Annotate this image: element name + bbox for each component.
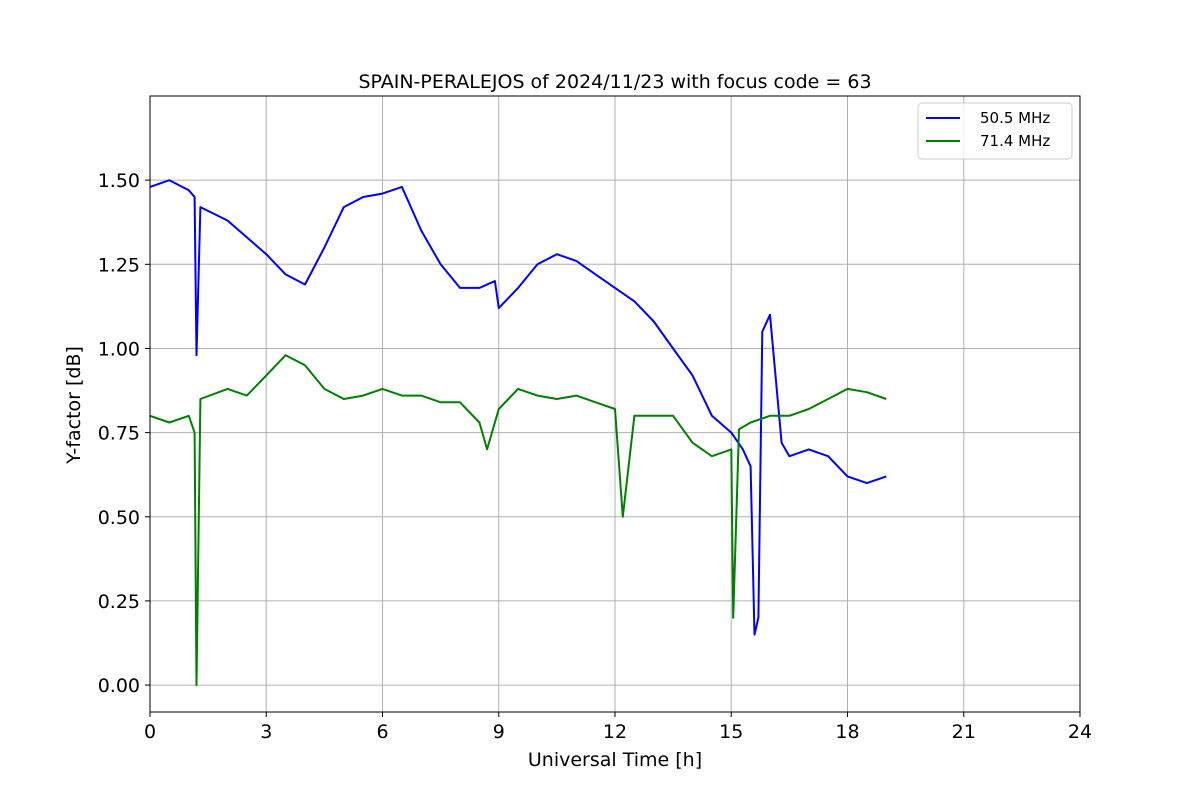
x-tick-label: 15: [719, 721, 743, 743]
y-tick-label: 1.50: [98, 170, 140, 192]
legend-label: 50.5 MHz: [980, 109, 1050, 127]
legend-label: 71.4 MHz: [980, 132, 1050, 150]
x-tick-label: 6: [376, 721, 388, 743]
grid-lines: [149, 96, 1081, 712]
series-line-0: [149, 179, 887, 636]
y-tick-label: 0.75: [98, 423, 140, 445]
x-axis-label: Universal Time [h]: [528, 749, 702, 771]
y-axis: 0.00 0.25 0.50 0.75 1.00 1.25 1.50: [98, 170, 150, 697]
y-tick-label: 0.50: [98, 507, 140, 529]
legend: 50.5 MHz 71.4 MHz: [917, 102, 1073, 160]
x-axis: 0 3 6 9 12 15 18 21 24: [144, 712, 1092, 743]
y-tick-label: 1.25: [98, 254, 140, 276]
y-tick-label: 0.00: [98, 675, 140, 697]
plot-area: [149, 179, 887, 687]
x-tick-label: 21: [952, 721, 976, 743]
chart-title: SPAIN-PERALEJOS of 2024/11/23 with focus…: [358, 71, 871, 93]
y-tick-label: 1.00: [98, 338, 140, 360]
y-tick-label: 0.25: [98, 591, 140, 613]
x-tick-label: 18: [835, 721, 859, 743]
y-axis-label: Y-factor [dB]: [63, 346, 85, 465]
x-tick-label: 9: [493, 721, 505, 743]
x-tick-label: 3: [260, 721, 272, 743]
series-line-1: [149, 354, 887, 687]
x-tick-label: 0: [144, 721, 156, 743]
x-tick-label: 24: [1068, 721, 1092, 743]
x-tick-label: 12: [603, 721, 627, 743]
